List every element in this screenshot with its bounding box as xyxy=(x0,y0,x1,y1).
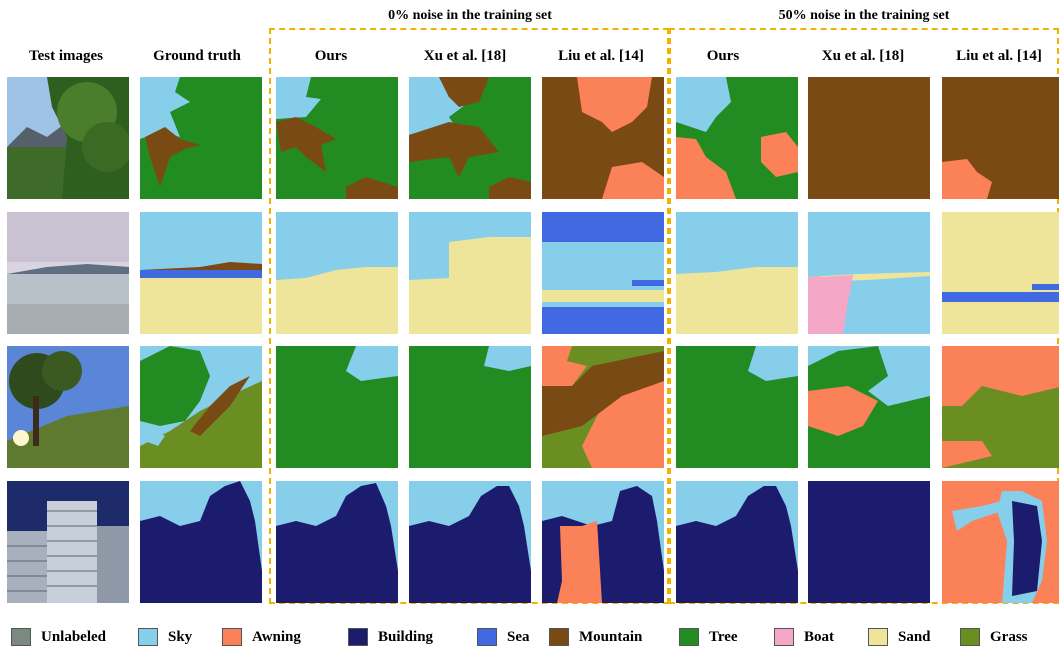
legend-label: Grass xyxy=(990,628,1028,645)
column-header-ground-truth: Ground truth xyxy=(153,48,241,64)
legend-label: Unlabeled xyxy=(41,628,107,645)
ours-0-4 xyxy=(276,481,398,603)
legend-swatch xyxy=(774,628,794,646)
legend-item-mountain: Mountain xyxy=(549,628,642,646)
xu-0-1 xyxy=(409,77,531,199)
xu-0-3 xyxy=(409,346,531,468)
legend-label: Building xyxy=(378,628,434,645)
liu-50-2 xyxy=(942,212,1059,334)
xu-50-1 xyxy=(808,77,930,199)
xu-50-4 xyxy=(808,481,930,603)
legend-item-building: Building xyxy=(348,628,433,646)
liu-50-3 xyxy=(942,346,1059,468)
test-image-2 xyxy=(7,212,129,334)
legend-label: Mountain xyxy=(579,628,643,645)
legend-item-awning: Awning xyxy=(222,628,301,646)
group-title-0-noise: 0% noise in the training set xyxy=(388,8,552,23)
group-title-50-noise: 50% noise in the training set xyxy=(778,8,950,23)
column-header-xu-0: Xu et al. [18] xyxy=(423,48,507,64)
ours-50-1 xyxy=(676,77,798,199)
liu-0-2 xyxy=(542,212,664,334)
ground-truth-3 xyxy=(140,346,262,468)
legend-item-grass: Grass xyxy=(960,628,1028,646)
column-header-ours-0: Ours xyxy=(314,48,348,64)
legend-item-sand: Sand xyxy=(868,628,931,646)
ground-truth-2 xyxy=(140,212,262,334)
test-image-1 xyxy=(7,77,129,199)
ours-50-2 xyxy=(676,212,798,334)
xu-50-3 xyxy=(808,346,930,468)
legend-swatch xyxy=(138,628,158,646)
legend-swatch xyxy=(477,628,497,646)
legend-label: Sea xyxy=(507,628,530,645)
column-header-ours-50: Ours xyxy=(706,48,740,64)
ours-50-3 xyxy=(676,346,798,468)
liu-50-1 xyxy=(942,77,1059,199)
column-header-liu-50: Liu et al. [14] xyxy=(956,48,1042,64)
ours-50-4 xyxy=(676,481,798,603)
noise-0-group-box xyxy=(269,28,669,604)
ours-0-3 xyxy=(276,346,398,468)
xu-50-2 xyxy=(808,212,930,334)
column-header-test-images: Test images xyxy=(28,48,104,64)
legend-swatch xyxy=(679,628,699,646)
legend-swatch xyxy=(960,628,980,646)
test-image-3 xyxy=(7,346,129,468)
ground-truth-1 xyxy=(140,77,262,199)
legend-label: Awning xyxy=(252,628,301,645)
ours-0-2 xyxy=(276,212,398,334)
liu-0-1 xyxy=(542,77,664,199)
liu-50-4 xyxy=(942,481,1059,603)
ours-0-1 xyxy=(276,77,398,199)
legend-label: Sand xyxy=(898,628,931,645)
liu-0-3 xyxy=(542,346,664,468)
legend-swatch xyxy=(11,628,31,646)
legend-swatch xyxy=(868,628,888,646)
legend-label: Tree xyxy=(709,628,738,645)
legend-item-sky: Sky xyxy=(138,628,192,646)
legend-swatch xyxy=(549,628,569,646)
legend-swatch xyxy=(348,628,368,646)
legend-label: Boat xyxy=(804,628,834,645)
legend-item-tree: Tree xyxy=(679,628,738,646)
xu-0-2 xyxy=(409,212,531,334)
legend-item-sea: Sea xyxy=(477,628,530,646)
column-header-liu-0: Liu et al. [14] xyxy=(558,48,644,64)
legend-item-unlabeled: Unlabeled xyxy=(11,628,106,646)
ground-truth-4 xyxy=(140,481,262,603)
legend-swatch xyxy=(222,628,242,646)
liu-0-4 xyxy=(542,481,664,603)
legend-label: Sky xyxy=(168,628,193,645)
legend: Unlabeled Sky Awning Building Sea Mounta… xyxy=(0,628,1059,648)
column-header-xu-50: Xu et al. [18] xyxy=(821,48,905,64)
test-image-4 xyxy=(7,481,129,603)
xu-0-4 xyxy=(409,481,531,603)
legend-item-boat: Boat xyxy=(774,628,834,646)
